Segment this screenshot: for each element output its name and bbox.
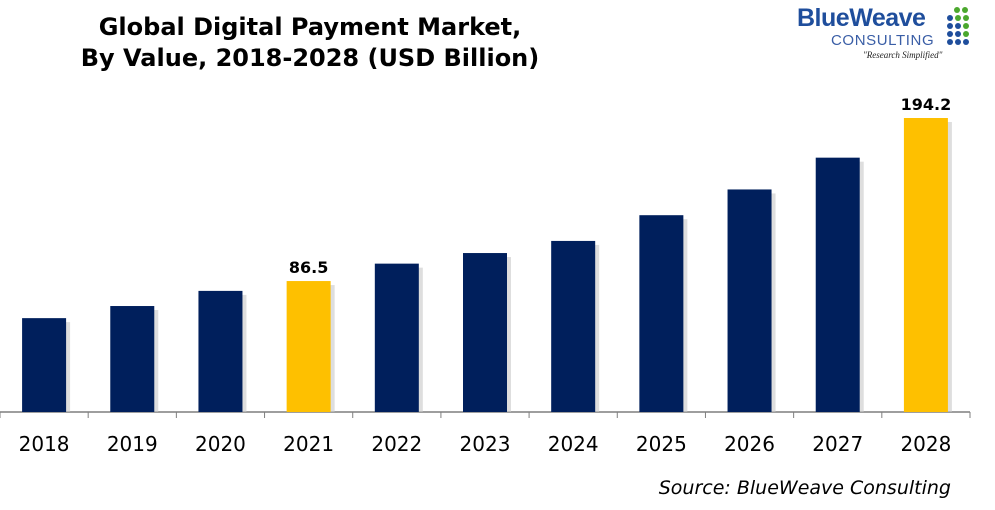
bar-2021 (286, 281, 331, 412)
x-tick-label: 2025 (636, 432, 687, 456)
x-tick-label: 2018 (19, 432, 70, 456)
bar-2025 (639, 215, 684, 412)
source-note: Source: BlueWeave Consulting (658, 477, 951, 499)
logo-name-part2: Weave (849, 4, 926, 32)
bar-2028 (903, 118, 948, 412)
bar-2027 (815, 157, 860, 412)
bar-2024 (551, 240, 596, 412)
x-tick-label: 2023 (460, 432, 511, 456)
x-tick-label: 2022 (371, 432, 422, 456)
x-tick-label: 2020 (195, 432, 246, 456)
x-tick-label: 2024 (548, 432, 599, 456)
bar-2022 (374, 263, 419, 412)
chart-title: Global Digital Payment Market, By Value,… (40, 12, 580, 74)
bar-2023 (463, 253, 507, 412)
bar-2018 (22, 318, 67, 412)
title-line-1: Global Digital Payment Market, (98, 13, 522, 41)
x-tick-label: 2027 (812, 432, 863, 456)
bar-2019 (110, 306, 155, 412)
x-tick-label: 2026 (724, 432, 775, 456)
data-label-2028: 194.2 (901, 95, 952, 114)
x-tick-label: 2021 (283, 432, 334, 456)
logo-tagline: "Research Simplified" (863, 50, 943, 60)
logo-subtitle: CONSULTING (831, 32, 935, 49)
x-tick-label: 2019 (107, 432, 158, 456)
bar-2020 (198, 290, 243, 412)
bluewave-logo: BlueWeave CONSULTING "Research Simplifie… (797, 4, 977, 68)
title-line-2: By Value, 2018-2028 (USD Billion) (80, 44, 540, 72)
bar-2026 (727, 189, 772, 412)
x-tick-label: 2028 (900, 432, 951, 456)
logo-name-part1: Blue (797, 4, 850, 32)
logo-name: BlueWeave (797, 4, 926, 33)
data-label-2021: 86.5 (289, 258, 328, 277)
logo-dots-icon (947, 7, 969, 45)
